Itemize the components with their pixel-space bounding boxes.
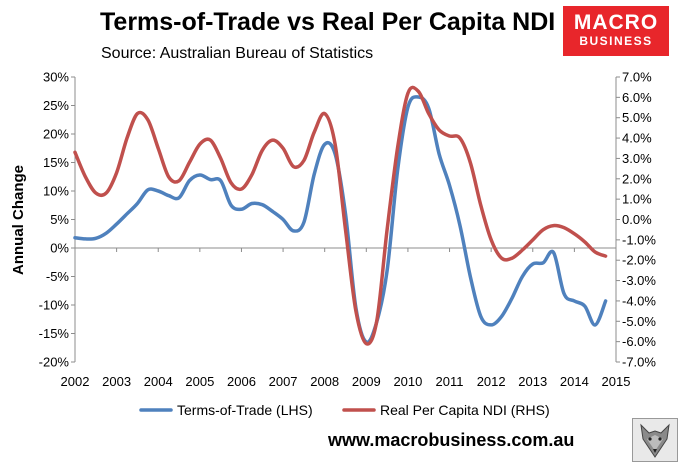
series-line-real-per-capita-ndi bbox=[73, 85, 608, 346]
right-axis-tick-label: 2.0% bbox=[622, 171, 652, 186]
chart-subtitle: Source: Australian Bureau of Statistics bbox=[101, 45, 374, 62]
x-axis-tick-label: 2014 bbox=[560, 374, 589, 389]
left-axis-tick-label: 15% bbox=[43, 155, 69, 170]
legend-label: Terms-of-Trade (LHS) bbox=[177, 402, 313, 418]
left-axis-tick-label: -5% bbox=[46, 269, 70, 284]
logo-line-2: BUSINESS bbox=[579, 34, 653, 48]
legend: Terms-of-Trade (LHS) Real Per Capita NDI … bbox=[139, 402, 550, 418]
left-axis-tick-label: 30% bbox=[43, 70, 69, 85]
x-axis-tick-label: 2008 bbox=[310, 374, 339, 389]
right-axis-tick-label: 3.0% bbox=[622, 151, 652, 166]
left-axis-tick-label: 10% bbox=[43, 184, 69, 199]
left-axis-tick-label: -20% bbox=[39, 355, 70, 370]
left-axis-tick-label: 20% bbox=[43, 127, 69, 142]
macrobusiness-logo: MACRO BUSINESS bbox=[563, 6, 669, 56]
footer-url[interactable]: www.macrobusiness.com.au bbox=[328, 430, 575, 450]
x-axis-tick-label: 2005 bbox=[185, 374, 214, 389]
x-axis-tick-label: 2010 bbox=[393, 374, 422, 389]
right-axis-tick-label: -2.0% bbox=[622, 253, 656, 268]
legend-label: Real Per Capita NDI (RHS) bbox=[380, 402, 550, 418]
right-axis-tick-label: -1.0% bbox=[622, 232, 656, 247]
right-axis-tick-label: 5.0% bbox=[622, 110, 652, 125]
x-axis-tick-label: 2012 bbox=[477, 374, 506, 389]
right-y-axis: 7.0% 6.0% 5.0% 4.0% 3.0% 2.0% 1.0% 0.0% -1.0% -2.… bbox=[615, 70, 656, 370]
x-axis-tick-label: 2003 bbox=[102, 374, 131, 389]
logo-line-1: MACRO bbox=[573, 11, 659, 34]
right-axis-tick-label: 1.0% bbox=[622, 192, 652, 207]
right-axis-tick-label: 6.0% bbox=[622, 90, 652, 105]
right-axis-tick-label: -4.0% bbox=[622, 293, 656, 308]
x-axis-tick-label: 2004 bbox=[144, 374, 173, 389]
series-layer bbox=[73, 85, 608, 346]
right-axis-tick-label: -3.0% bbox=[622, 273, 656, 288]
y-axis-label: Annual Change bbox=[10, 165, 27, 275]
right-axis-tick-label: 4.0% bbox=[622, 131, 652, 146]
wolf-mascot-icon bbox=[632, 418, 678, 462]
left-y-axis: 30% 25% 20% 15% 10% 5% 0% -5% -10% -15% -20% bbox=[39, 70, 76, 370]
x-axis-tick-label: 2011 bbox=[436, 374, 464, 389]
right-axis-tick-label: -6.0% bbox=[622, 334, 656, 349]
right-axis-tick-label: -5.0% bbox=[622, 314, 656, 329]
x-axis-tick-label: 2007 bbox=[269, 374, 298, 389]
left-axis-tick-label: -10% bbox=[39, 298, 70, 313]
x-axis-tick-label: 2006 bbox=[227, 374, 256, 389]
x-axis-tick-label: 2013 bbox=[518, 374, 547, 389]
right-axis-tick-label: -7.0% bbox=[622, 355, 656, 370]
x-axis-tick-label: 2009 bbox=[352, 374, 381, 389]
x-axis-tick-label: 2015 bbox=[602, 374, 631, 389]
left-axis-tick-label: 0% bbox=[50, 241, 69, 256]
chart-title: Terms-of-Trade vs Real Per Capita NDI bbox=[100, 8, 556, 36]
x-axis: 2002 2003 2004 2005 2006 2007 2008 2009 2010 2011… bbox=[61, 247, 631, 389]
left-axis-tick-label: -15% bbox=[39, 326, 70, 341]
right-axis-tick-label: 0.0% bbox=[622, 212, 652, 227]
left-axis-tick-label: 25% bbox=[43, 98, 69, 113]
left-axis-tick-label: 5% bbox=[50, 212, 69, 227]
right-axis-tick-label: 7.0% bbox=[622, 70, 652, 85]
x-axis-tick-label: 2002 bbox=[61, 374, 90, 389]
